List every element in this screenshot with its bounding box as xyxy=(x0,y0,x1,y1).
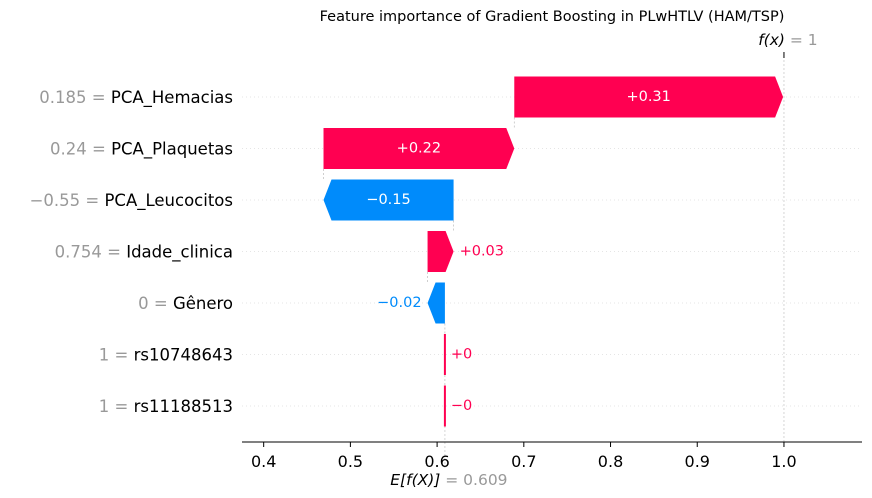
base-expr: E[f(X)] xyxy=(390,471,440,489)
feature-equals: = xyxy=(109,345,133,364)
contribution-label: +0.22 xyxy=(397,141,441,157)
feature-name: PCA_Leucocitos xyxy=(104,191,233,211)
feature-label: 0 = Gênero xyxy=(138,294,233,313)
feature-name: PCA_Hemacias xyxy=(111,88,233,108)
waterfall-bar xyxy=(427,282,445,324)
feature-name: rs10748643 xyxy=(134,345,233,364)
waterfall-bar xyxy=(323,179,454,221)
feature-equals: = xyxy=(87,139,111,158)
waterfall-bar xyxy=(514,76,784,118)
feature-equals: = xyxy=(102,242,126,261)
waterfall-bar xyxy=(427,231,454,272)
guide-layer xyxy=(323,52,785,470)
contribution-label: +0.31 xyxy=(626,89,670,105)
output-value: 1 xyxy=(808,31,818,49)
contribution-label: −0.15 xyxy=(366,192,410,208)
chart-title: Feature importance of Gradient Boosting … xyxy=(320,9,785,25)
feature-name: rs11188513 xyxy=(134,397,233,416)
feature-label: 0.185 = PCA_Hemacias xyxy=(39,88,233,108)
feature-equals: = xyxy=(149,294,173,313)
feature-label: 1 = rs11188513 xyxy=(99,397,233,416)
feature-value: 0.754 xyxy=(55,242,102,261)
contribution-label: +0.03 xyxy=(460,244,504,260)
base-value-label: E[f(X)] = 0.609 xyxy=(390,471,507,489)
x-axis: 0.4 0.5 0.6 0.7 0.8 0.9 1.0 xyxy=(242,52,862,471)
output-expr: f(x) xyxy=(758,31,785,49)
x-tick-label: 0.4 xyxy=(251,452,276,471)
feature-label: −0.55 = PCA_Leucocitos xyxy=(30,191,233,211)
waterfall-bar xyxy=(443,334,446,375)
feature-equals: = xyxy=(109,397,133,416)
feature-value: 0.24 xyxy=(50,139,87,158)
feature-label: 1 = rs10748643 xyxy=(99,345,233,364)
x-tick-label: 0.8 xyxy=(598,452,623,471)
feature-name: Idade_clinica xyxy=(126,242,233,262)
feature-value: −0.55 xyxy=(30,191,81,210)
x-tick-label: 0.9 xyxy=(685,452,710,471)
x-tick-label: 0.5 xyxy=(338,452,363,471)
feature-name: PCA_Plaquetas xyxy=(111,139,233,159)
x-tick-label: 0.6 xyxy=(424,452,449,471)
base-eq: = xyxy=(440,471,463,489)
contribution-label: +0 xyxy=(451,347,472,363)
feature-label: 0.754 = Idade_clinica xyxy=(55,242,233,262)
feature-equals: = xyxy=(87,88,111,107)
x-tick-label: 0.7 xyxy=(511,452,536,471)
feature-equals: = xyxy=(80,191,104,210)
output-eq: = xyxy=(785,31,808,49)
bar-layer xyxy=(323,76,784,427)
contribution-label: −0.02 xyxy=(377,295,421,311)
output-value-label: f(x) = 1 xyxy=(758,31,817,49)
waterfall-bar xyxy=(443,385,446,427)
feature-value: 0 xyxy=(138,294,149,313)
feature-label: 0.24 = PCA_Plaquetas xyxy=(50,139,233,159)
waterfall-bar xyxy=(323,128,515,169)
feature-value: 1 xyxy=(99,397,110,416)
feature-value: 0.185 xyxy=(39,88,86,107)
x-tick-label: 1.0 xyxy=(771,452,796,471)
base-value: 0.609 xyxy=(463,471,507,489)
feature-value: 1 xyxy=(99,345,110,364)
feature-name: Gênero xyxy=(173,294,233,313)
contribution-label: −0 xyxy=(451,398,472,414)
label-layer: +0.31 0.185 = PCA_Hemacias +0.22 0.24 = PCA… xyxy=(30,31,818,489)
